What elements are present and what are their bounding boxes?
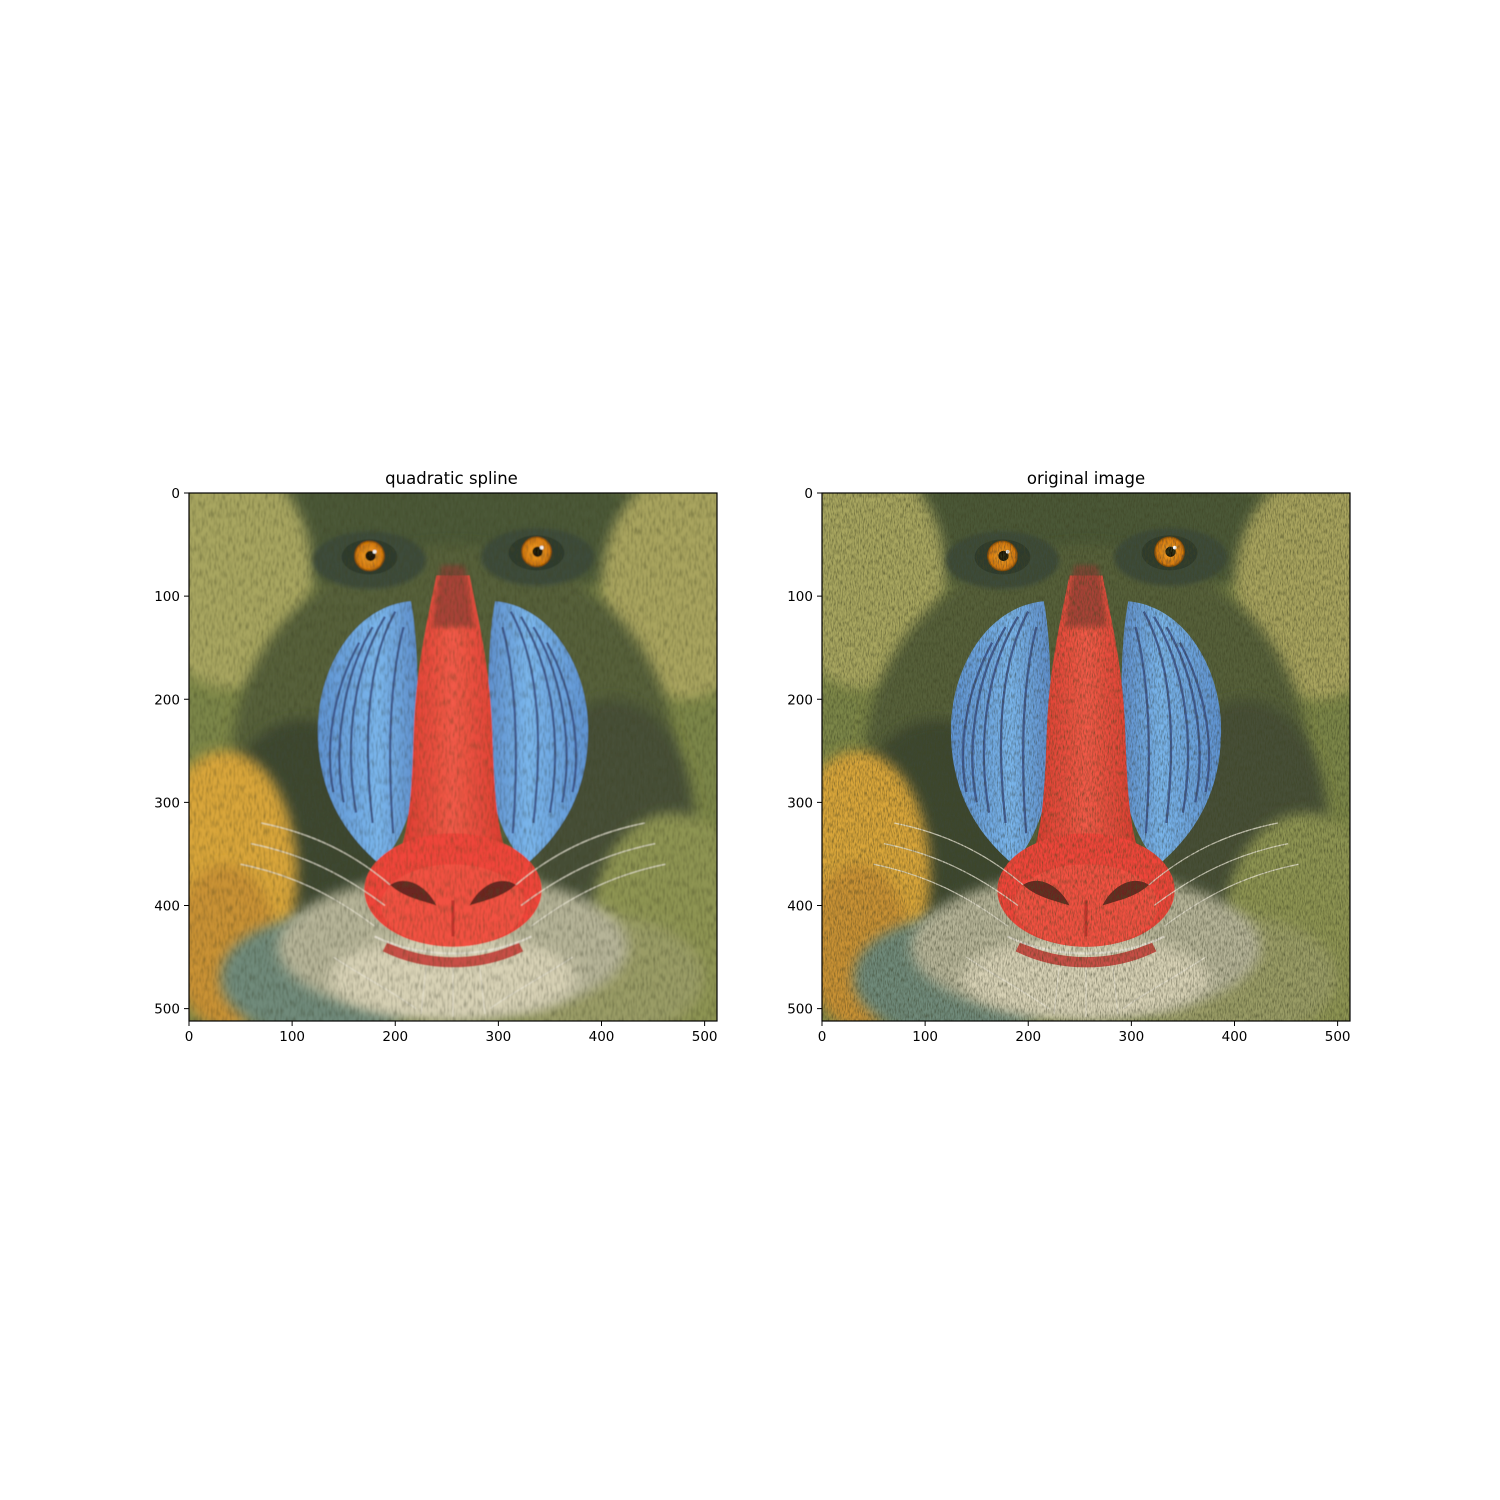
x-tick-label: 0 xyxy=(818,1029,827,1045)
axes-original-image: original image 0 100 200 300 400 500 0 100 200 3… xyxy=(781,462,1400,1045)
x-tick-label: 500 xyxy=(1325,1029,1351,1045)
y-tick-label: 200 xyxy=(154,692,180,708)
x-ticks: 0 100 200 300 400 500 xyxy=(818,1021,1351,1045)
axes-title: original image xyxy=(1027,469,1145,488)
image-original xyxy=(781,462,1400,1040)
y-ticks: 0 100 200 300 400 500 xyxy=(787,486,822,1018)
y-tick-label: 400 xyxy=(154,899,180,915)
x-tick-label: 200 xyxy=(382,1029,408,1045)
y-tick-label: 400 xyxy=(787,899,813,915)
x-tick-label: 200 xyxy=(1015,1029,1041,1045)
y-tick-label: 300 xyxy=(154,795,180,811)
y-tick-label: 0 xyxy=(804,486,813,502)
x-tick-label: 300 xyxy=(1118,1029,1144,1045)
y-tick-label: 0 xyxy=(171,486,180,502)
y-tick-label: 100 xyxy=(154,589,180,605)
x-tick-label: 400 xyxy=(589,1029,615,1045)
y-tick-label: 500 xyxy=(787,1002,813,1018)
x-tick-label: 0 xyxy=(185,1029,194,1045)
axes-frame xyxy=(188,492,718,1022)
x-ticks: 0 100 200 300 400 500 xyxy=(185,1021,718,1045)
x-tick-label: 100 xyxy=(912,1029,938,1045)
y-tick-label: 100 xyxy=(787,589,813,605)
x-tick-label: 100 xyxy=(279,1029,305,1045)
axes-quadratic-spline: quadratic spline 0 100 200 300 400 500 0 100 20… xyxy=(148,462,767,1045)
x-tick-label: 300 xyxy=(485,1029,511,1045)
x-tick-label: 400 xyxy=(1222,1029,1248,1045)
x-tick-label: 500 xyxy=(692,1029,718,1045)
axes-title: quadratic spline xyxy=(385,469,518,488)
y-tick-label: 500 xyxy=(154,1002,180,1018)
image-quadratic-spline xyxy=(148,462,767,1040)
y-ticks: 0 100 200 300 400 500 xyxy=(154,486,189,1018)
axes-frame xyxy=(821,492,1351,1022)
y-tick-label: 200 xyxy=(787,692,813,708)
y-tick-label: 300 xyxy=(787,795,813,811)
